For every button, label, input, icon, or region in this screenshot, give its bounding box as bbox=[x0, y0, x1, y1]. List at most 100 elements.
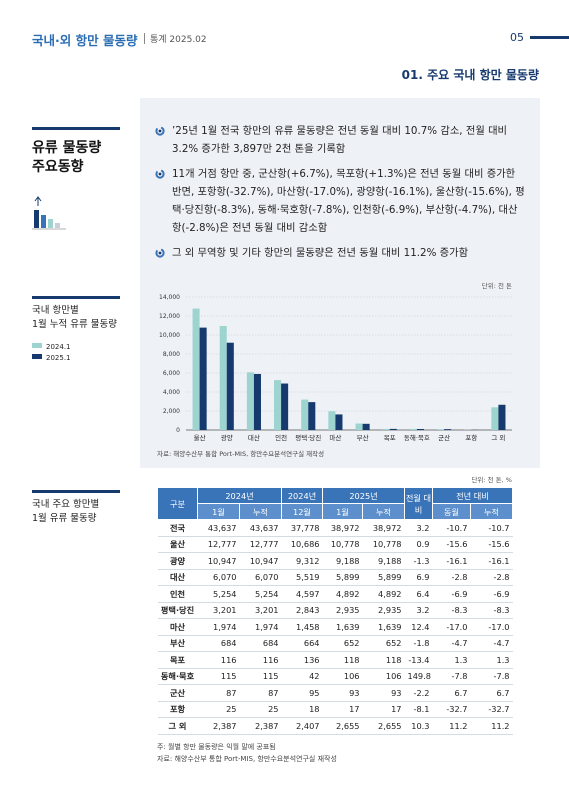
y-tick-label: 0 bbox=[176, 427, 180, 434]
table-cell: 118 bbox=[322, 651, 363, 669]
table-cell: -32.7 bbox=[432, 701, 471, 718]
table-cell: -6.9 bbox=[432, 585, 471, 603]
row-label: 마산 bbox=[157, 618, 198, 636]
table-cell: 6.9 bbox=[404, 569, 433, 586]
y-tick-label: 14,000 bbox=[159, 294, 180, 301]
row-label: 울산 bbox=[157, 536, 198, 553]
header-subtitle: 통계 2025.02 bbox=[150, 35, 207, 45]
table-cell: 3.2 bbox=[404, 602, 433, 619]
row-label: 그 외 bbox=[157, 717, 198, 735]
bar bbox=[219, 326, 227, 430]
table-cell: 87 bbox=[197, 684, 240, 702]
table-cell: -17.0 bbox=[432, 618, 471, 636]
table-cell: 684 bbox=[239, 635, 282, 652]
table-cell: 1,458 bbox=[281, 618, 323, 636]
bullet: 11개 거점 항만 중, 군산항(+6.7%), 목포항(+1.3%)은 전년 … bbox=[155, 165, 525, 237]
table-cell: 25 bbox=[197, 701, 240, 718]
table-row: 대산 6,070 6,070 5,519 5,899 5,899 6.9 -2.8 -2.8 bbox=[157, 569, 513, 586]
bullet-dot bbox=[158, 172, 162, 176]
bullet-icon bbox=[155, 248, 165, 258]
table-row: 포항 25 25 18 17 17 -8.1 -32.7 -32.7 bbox=[157, 701, 513, 718]
side-rule bbox=[32, 490, 120, 493]
bullet: 그 외 무역항 및 기타 항만의 물동량은 전년 동월 대비 11.2% 증가함 bbox=[155, 244, 525, 262]
table-cell: 684 bbox=[197, 635, 240, 652]
row-label: 광양 bbox=[157, 552, 198, 570]
column-header: 전월 대비 bbox=[404, 487, 433, 520]
bullet-dot bbox=[158, 129, 162, 133]
table-cell: 43,637 bbox=[197, 519, 240, 537]
table-cell: -1.8 bbox=[404, 635, 433, 652]
bar bbox=[281, 383, 289, 430]
x-tick-label: 군산 bbox=[438, 433, 450, 442]
x-tick-label: 울산 bbox=[194, 433, 206, 442]
x-tick-label: 인천 bbox=[275, 433, 287, 442]
chart-source: 자료: 해양수산부 통합 Port-MIS, 항만수요분석연구실 재작성 bbox=[157, 449, 324, 458]
table-cell: -4.7 bbox=[432, 635, 471, 652]
table-cell: 2,387 bbox=[239, 717, 282, 735]
bar bbox=[328, 411, 336, 430]
table-cell: -13.4 bbox=[404, 651, 433, 669]
table-cell: 4,597 bbox=[281, 585, 323, 603]
table-cell: -17.0 bbox=[470, 618, 513, 636]
table-cell: 9,188 bbox=[322, 552, 363, 570]
x-tick-label: 대산 bbox=[248, 433, 260, 442]
table-cell: 136 bbox=[281, 651, 323, 669]
table-cell: 12,777 bbox=[197, 536, 240, 553]
column-subheader: 1월 bbox=[322, 503, 363, 520]
table-cell: 1,639 bbox=[322, 618, 363, 636]
table-row: 마산 1,974 1,974 1,458 1,639 1,639 12.4 -17.0 -17.… bbox=[157, 618, 513, 636]
table-cell: 87 bbox=[239, 684, 282, 702]
column-subheader: 1월 bbox=[197, 503, 240, 520]
table-cell: 116 bbox=[197, 651, 240, 669]
table-cell: 5,899 bbox=[362, 569, 405, 586]
column-header: 2024년 bbox=[197, 487, 282, 504]
bar bbox=[274, 380, 282, 430]
table-cell: 4,892 bbox=[322, 585, 363, 603]
y-tick-label: 6,000 bbox=[163, 370, 180, 377]
table-row: 그 외 2,387 2,387 2,407 2,655 2,655 10.3 11.2 11.2 bbox=[157, 717, 513, 735]
table-cell: 38,972 bbox=[362, 519, 405, 537]
table-label: 국내 주요 항만별 bbox=[32, 499, 100, 510]
table-cell: 6.7 bbox=[432, 684, 471, 702]
table-cell: 9,188 bbox=[362, 552, 405, 570]
bar bbox=[301, 399, 309, 430]
column-subheader: 누적 bbox=[469, 503, 514, 520]
table-cell: -8.3 bbox=[432, 602, 471, 619]
bullet-dot bbox=[158, 251, 162, 255]
table-note: 주: 월별 항만 물동량은 익월 말에 공표됨 bbox=[157, 743, 276, 751]
chart: 단위: 천 톤 0 2,000 4,000 6,000 8,000 10,000 12,000… bbox=[157, 281, 512, 458]
table-cell: -10.7 bbox=[432, 519, 471, 537]
table-cell: 3,201 bbox=[197, 602, 240, 619]
bar bbox=[199, 327, 207, 430]
table-cell: -10.7 bbox=[470, 519, 513, 537]
table-cell: 12.4 bbox=[404, 618, 433, 636]
header-row: 1월 누적 12월 1월 누적 동월 누적 bbox=[158, 503, 514, 520]
table-cell: -16.1 bbox=[470, 552, 513, 570]
chart-label: 국내 항만별 bbox=[32, 305, 79, 316]
column-header: 구분 bbox=[157, 487, 198, 520]
bar bbox=[362, 423, 370, 430]
table-cell: 6,070 bbox=[197, 569, 240, 586]
table-cell: 4,892 bbox=[362, 585, 405, 603]
table-cell: 2,935 bbox=[322, 602, 363, 619]
table-label: 1월 유류 물동량 bbox=[32, 513, 97, 524]
table-cell: -15.6 bbox=[470, 536, 513, 553]
side-icon bbox=[32, 196, 66, 230]
panel bbox=[140, 98, 540, 468]
page-bar bbox=[530, 36, 569, 39]
table-cell: 2,387 bbox=[197, 717, 240, 735]
legend-label: 2024.1 bbox=[46, 343, 71, 351]
table-row: 군산 87 87 95 93 93 -2.2 6.7 6.7 bbox=[157, 684, 513, 702]
side-heading: 주요동향 bbox=[32, 159, 84, 175]
table-cell: -16.1 bbox=[432, 552, 471, 570]
bullet-text: 11개 거점 항만 중, 군산항(+6.7%), 목포항(+1.3%)은 전년 … bbox=[172, 168, 525, 234]
bullet-icon bbox=[155, 126, 165, 136]
x-tick-label: 부산 bbox=[357, 433, 369, 442]
bar bbox=[498, 404, 506, 430]
bullet: ’25년 1월 전국 항만의 유류 물동량은 전년 동월 대비 10.7% 감소… bbox=[155, 122, 525, 158]
table-cell: 106 bbox=[362, 668, 405, 685]
table-cell: 1,974 bbox=[197, 618, 240, 636]
legend-label: 2025.1 bbox=[46, 354, 71, 362]
table-cell: 1.3 bbox=[470, 651, 513, 669]
legend: 2024.1 2025.1 bbox=[32, 343, 71, 362]
